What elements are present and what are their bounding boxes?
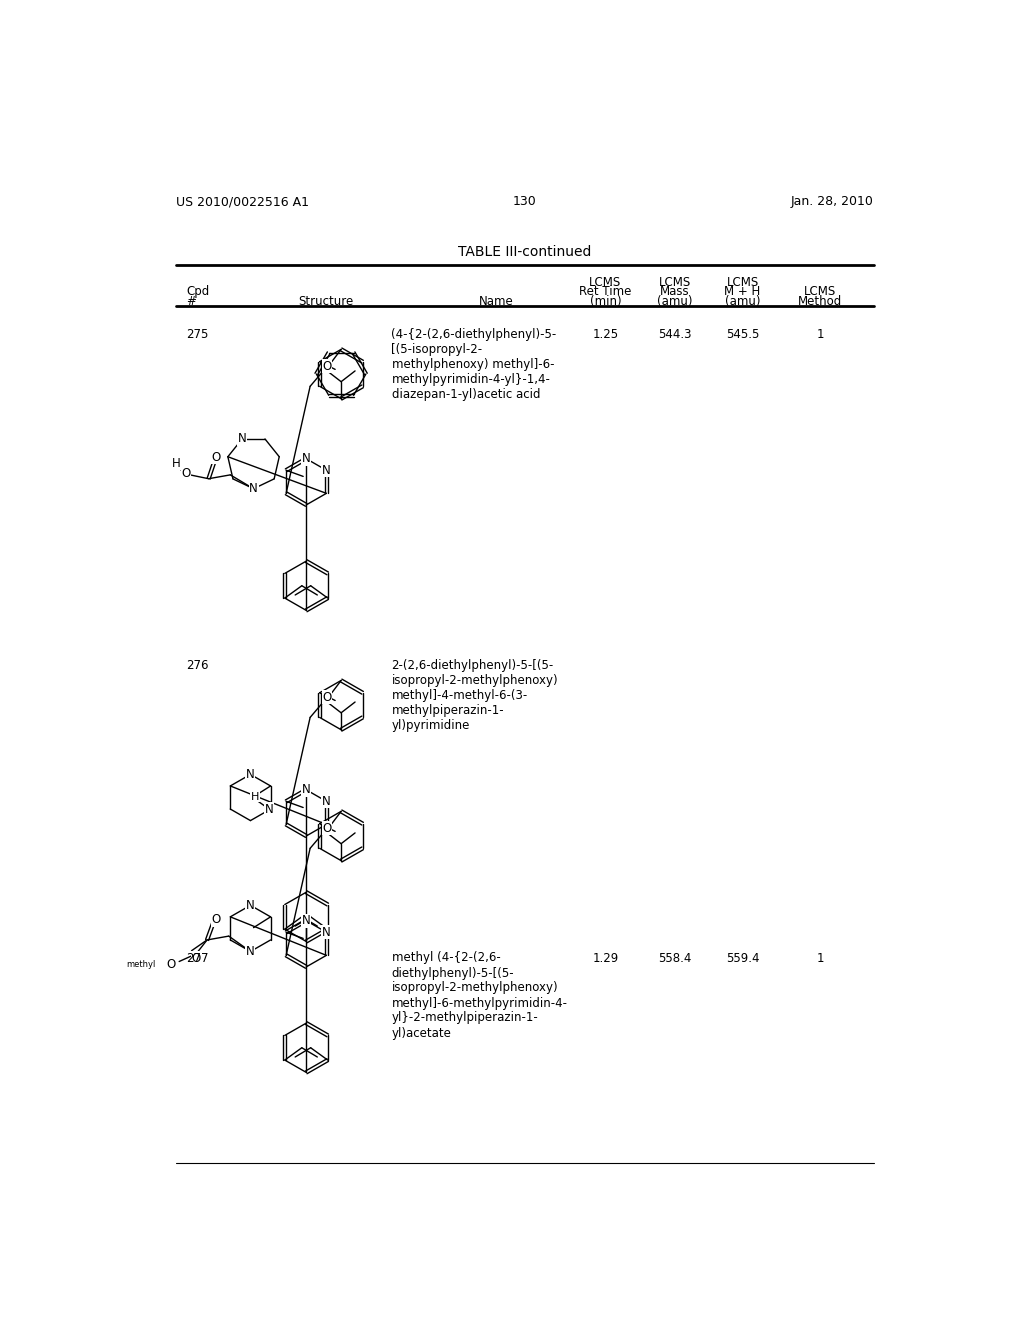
Text: O: O: [212, 913, 221, 927]
Text: methyl (4-{2-(2,6-
diethylphenyl)-5-[(5-
isopropyl-2-methylphenoxy)
methyl]-6-me: methyl (4-{2-(2,6- diethylphenyl)-5-[(5-…: [391, 952, 567, 1040]
Text: N: N: [238, 433, 247, 445]
Text: 1: 1: [816, 952, 824, 965]
Text: O: O: [323, 360, 332, 372]
Text: 275: 275: [186, 327, 209, 341]
Text: LCMS: LCMS: [804, 285, 837, 298]
Text: LCMS: LCMS: [589, 276, 622, 289]
Text: N: N: [322, 925, 331, 939]
Text: (min): (min): [590, 296, 622, 309]
Text: 1.25: 1.25: [592, 327, 618, 341]
Text: 1.29: 1.29: [592, 952, 618, 965]
Text: 1: 1: [816, 327, 824, 341]
Text: (amu): (amu): [725, 296, 761, 309]
Text: O: O: [181, 467, 190, 480]
Text: US 2010/0022516 A1: US 2010/0022516 A1: [176, 195, 309, 209]
Text: N: N: [302, 915, 310, 927]
Text: Ret Time: Ret Time: [580, 285, 632, 298]
Text: N: N: [246, 768, 255, 781]
Text: M + H: M + H: [724, 285, 761, 298]
Text: 130: 130: [513, 195, 537, 209]
Text: 2-(2,6-diethylphenyl)-5-[(5-
isopropyl-2-methylphenoxy)
methyl]-4-methyl-6-(3-
m: 2-(2,6-diethylphenyl)-5-[(5- isopropyl-2…: [391, 659, 558, 731]
Text: 545.5: 545.5: [726, 327, 759, 341]
Text: LCMS: LCMS: [659, 276, 691, 289]
Text: (4-{2-(2,6-diethylphenyl)-5-
[(5-isopropyl-2-
methylphenoxy) methyl]-6-
methylpy: (4-{2-(2,6-diethylphenyl)-5- [(5-isoprop…: [391, 327, 557, 401]
Text: Cpd: Cpd: [186, 285, 209, 298]
Text: Structure: Structure: [298, 296, 353, 309]
Text: N: N: [264, 803, 273, 816]
Text: TABLE III-continued: TABLE III-continued: [458, 246, 592, 260]
Text: H: H: [251, 792, 259, 801]
Text: Mass: Mass: [660, 285, 690, 298]
Text: O: O: [323, 690, 332, 704]
Text: 544.3: 544.3: [658, 327, 692, 341]
Text: N: N: [302, 453, 310, 465]
Text: N: N: [322, 463, 331, 477]
Text: LCMS: LCMS: [726, 276, 759, 289]
Text: N: N: [246, 945, 255, 958]
Text: O: O: [167, 958, 176, 972]
Text: O: O: [323, 822, 332, 834]
Text: H: H: [172, 457, 180, 470]
Text: methyl: methyl: [127, 960, 156, 969]
Text: (amu): (amu): [657, 296, 693, 309]
Text: N: N: [249, 482, 258, 495]
Text: #: #: [186, 296, 196, 309]
Text: Jan. 28, 2010: Jan. 28, 2010: [791, 195, 873, 209]
Text: 558.4: 558.4: [658, 952, 692, 965]
Text: 559.4: 559.4: [726, 952, 760, 965]
Text: N: N: [302, 783, 310, 796]
Text: 276: 276: [186, 659, 209, 672]
Text: 277: 277: [186, 952, 209, 965]
Text: N: N: [246, 899, 255, 912]
Text: Name: Name: [479, 296, 513, 309]
Text: N: N: [322, 795, 331, 808]
Text: O: O: [191, 952, 201, 965]
Text: O: O: [212, 450, 221, 463]
Text: Method: Method: [798, 296, 842, 309]
